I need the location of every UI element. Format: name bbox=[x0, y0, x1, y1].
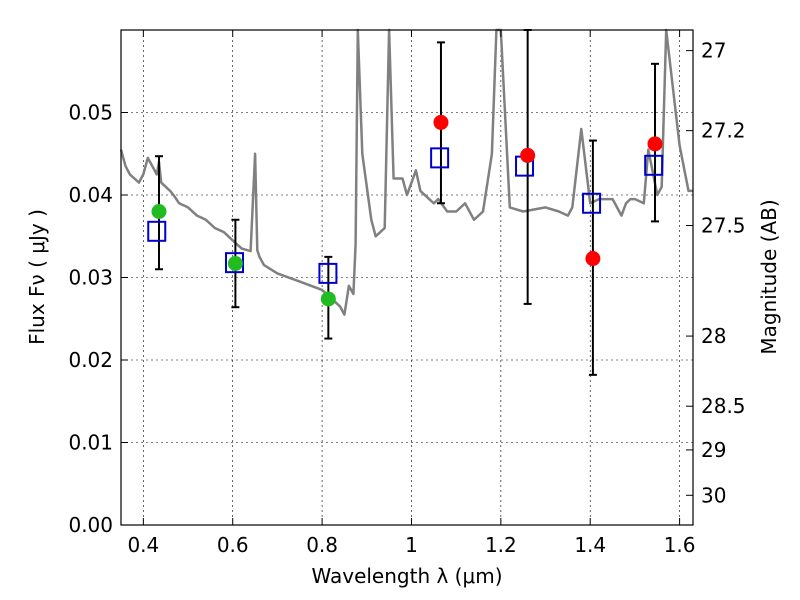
model-sed-line bbox=[119, 28, 693, 316]
y-tick-label: 0.05 bbox=[68, 101, 113, 125]
model-photometry-square bbox=[430, 147, 450, 169]
observed-point-red bbox=[520, 147, 536, 163]
y2-tick-label: 27.2 bbox=[701, 119, 746, 143]
y-tick-label: 0.02 bbox=[68, 348, 113, 372]
y2-tick-label: 27.5 bbox=[701, 214, 746, 238]
y2-axis-label: Magnitude (AB) bbox=[757, 199, 781, 354]
x-axis-label: Wavelength λ (μm) bbox=[311, 564, 502, 588]
model-sed-curve bbox=[119, 28, 693, 316]
observed-point-red bbox=[433, 114, 449, 130]
y2-tick-label: 27 bbox=[701, 39, 726, 63]
model-photometry-square bbox=[644, 154, 664, 176]
y-axis-label: Flux Fν ( μJy ) bbox=[25, 209, 49, 345]
model-photometry-square bbox=[582, 192, 602, 214]
model-photometry-square bbox=[318, 262, 338, 284]
x-tick-label: 1 bbox=[405, 533, 418, 557]
x-tick-label: 1.4 bbox=[574, 533, 606, 557]
x-tick-label: 0.8 bbox=[306, 533, 338, 557]
model-photometry-square bbox=[147, 220, 167, 242]
axis-ticks: 0.4 0.6 0.8 1 1.2 1.4 1.6 0.00 0.01 0.02 0.03 0.04 0… bbox=[68, 30, 746, 557]
observed-point-green bbox=[227, 255, 243, 271]
y-tick-label: 0.03 bbox=[68, 266, 113, 290]
x-tick-label: 1.6 bbox=[664, 533, 696, 557]
observed-point-red bbox=[585, 251, 601, 267]
observed-point-green bbox=[320, 291, 336, 307]
data-points bbox=[147, 114, 664, 307]
y2-tick-label: 30 bbox=[701, 483, 726, 507]
y2-tick-label: 29 bbox=[701, 438, 726, 462]
x-tick-label: 0.4 bbox=[127, 533, 159, 557]
grid-lines bbox=[121, 30, 693, 526]
y-tick-label: 0.00 bbox=[68, 513, 113, 537]
observed-point-green bbox=[151, 204, 167, 219]
y-tick-label: 0.01 bbox=[68, 431, 113, 455]
y2-tick-label: 28 bbox=[701, 324, 726, 348]
y-tick-label: 0.04 bbox=[68, 183, 113, 207]
x-tick-label: 1.2 bbox=[485, 533, 517, 557]
observed-point-red bbox=[647, 136, 663, 152]
model-photometry-square bbox=[225, 252, 245, 274]
y2-tick-label: 28.5 bbox=[701, 394, 746, 418]
x-tick-label: 0.6 bbox=[217, 533, 249, 557]
